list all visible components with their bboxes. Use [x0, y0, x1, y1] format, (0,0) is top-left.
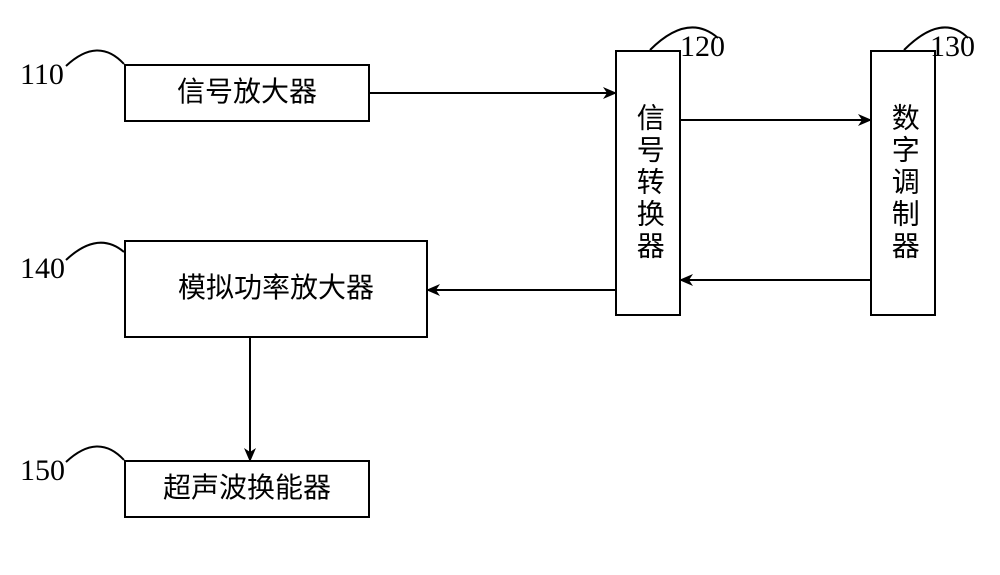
node-n140: 模拟功率放大器: [124, 240, 428, 338]
node-n150: 超声波换能器: [124, 460, 370, 518]
ref-label-n130: 130: [930, 30, 975, 64]
node-n120: 信号转换器: [615, 50, 681, 316]
node-n130: 数字调制器: [870, 50, 936, 316]
node-n110: 信号放大器: [124, 64, 370, 122]
leader-4: [66, 446, 124, 462]
ref-label-n120: 120: [680, 30, 725, 64]
ref-label-n140: 140: [20, 252, 65, 286]
node-label: 信号放大器: [177, 76, 317, 110]
node-label: 数字调制器: [886, 103, 920, 263]
leader-0: [66, 50, 124, 66]
node-label: 超声波换能器: [163, 472, 331, 506]
leader-3: [66, 243, 124, 260]
diagram-stage: 信号放大器 110 信号转换器 120 数字调制器 130 模拟功率放大器 140 超声波换能器…: [0, 0, 1000, 575]
ref-label-n110: 110: [20, 58, 64, 92]
ref-label-n150: 150: [20, 454, 65, 488]
node-label: 信号转换器: [631, 103, 665, 263]
node-label: 模拟功率放大器: [178, 272, 374, 306]
